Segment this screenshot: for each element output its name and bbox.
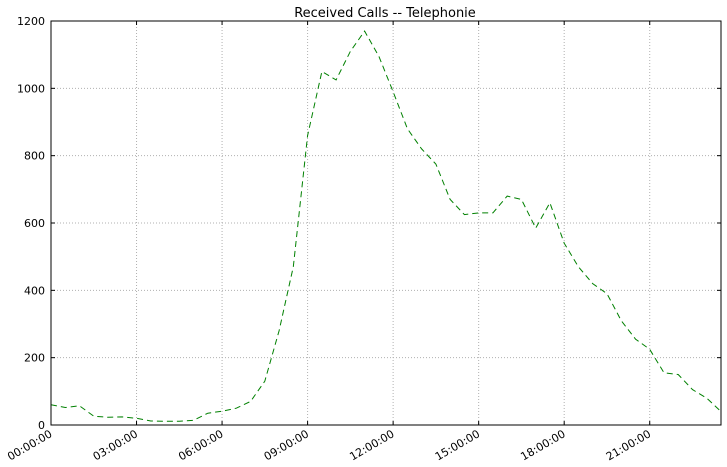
data-point	[520, 198, 523, 201]
y-tick-label: 800	[24, 150, 45, 163]
grid	[51, 21, 721, 425]
data-point	[320, 70, 323, 73]
x-tick-label: 21:00:00	[604, 427, 653, 463]
x-axis-ticks: 00:00:00 03:00:00 06:00:00 09:00:00 12:00:00…	[5, 427, 653, 463]
y-tick-label: 400	[24, 284, 45, 297]
plot-frame	[50, 20, 722, 426]
data-point	[548, 201, 551, 204]
x-tick-label: 12:00:00	[347, 427, 396, 463]
y-tick-label: 200	[24, 352, 45, 365]
data-point	[406, 127, 409, 130]
data-point	[606, 292, 609, 295]
data-point	[249, 400, 252, 403]
y-tick-label: 1200	[17, 15, 45, 28]
x-tick-label: 18:00:00	[518, 427, 567, 463]
x-tick-label: 09:00:00	[262, 427, 311, 463]
y-tick-label: 1000	[17, 82, 45, 95]
y-tick-label: 0	[38, 419, 45, 432]
series-line	[50, 30, 722, 422]
axes	[50, 20, 722, 426]
series-layer	[50, 30, 722, 423]
y-tick-label: 600	[24, 217, 45, 230]
data-point	[164, 420, 167, 423]
x-tick-label: 06:00:00	[176, 427, 225, 463]
chart-title: Received Calls -- Telephonie	[294, 6, 476, 21]
x-tick-label: 03:00:00	[91, 427, 140, 463]
y-axis-ticks: 0 200 400 600 800 1000 1200	[17, 15, 45, 432]
x-tick-label: 00:00:00	[5, 427, 54, 463]
x-tick-label: 15:00:00	[433, 427, 482, 463]
